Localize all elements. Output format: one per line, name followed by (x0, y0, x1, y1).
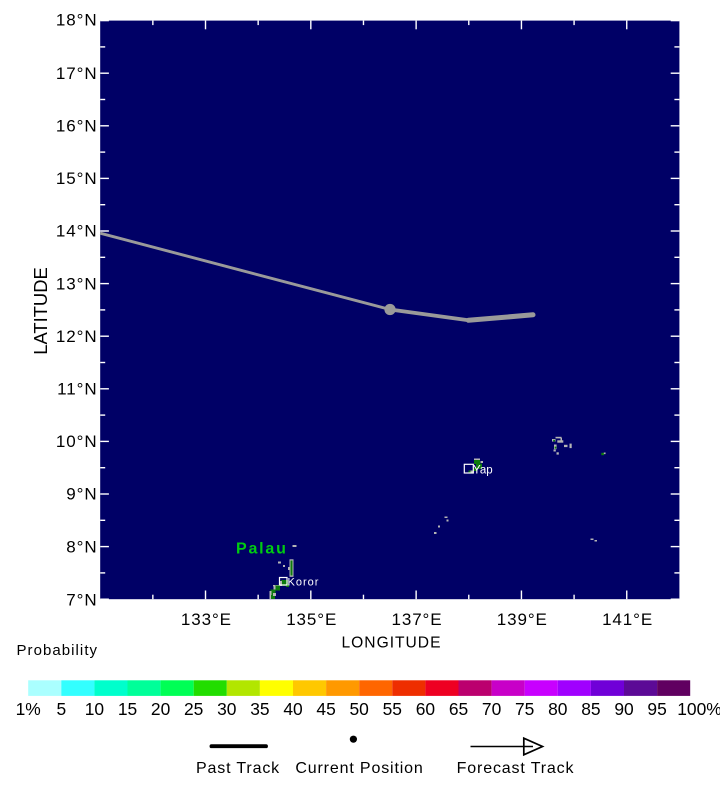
svg-text:17°N: 17°N (56, 64, 98, 83)
svg-text:Yap: Yap (473, 465, 493, 477)
svg-text:7°N: 7°N (66, 590, 97, 609)
svg-text:60: 60 (416, 699, 435, 719)
svg-text:35: 35 (250, 699, 269, 719)
svg-text:70: 70 (482, 699, 501, 719)
svg-text:75: 75 (515, 699, 534, 719)
svg-text:65: 65 (449, 699, 468, 719)
svg-text:135°E: 135°E (286, 610, 337, 629)
svg-text:13°N: 13°N (56, 274, 98, 293)
svg-text:10°N: 10°N (56, 432, 98, 451)
svg-text:50: 50 (350, 699, 369, 719)
svg-text:5: 5 (56, 699, 66, 719)
svg-text:133°E: 133°E (181, 610, 232, 629)
svg-text:18°N: 18°N (56, 11, 98, 30)
svg-text:Palau: Palau (236, 541, 288, 558)
svg-text:16°N: 16°N (56, 117, 98, 136)
svg-text:15: 15 (118, 699, 137, 719)
svg-text:9°N: 9°N (66, 485, 97, 504)
svg-text:90: 90 (614, 699, 633, 719)
svg-text:30: 30 (217, 699, 236, 719)
svg-text:12°N: 12°N (56, 327, 98, 346)
svg-text:10: 10 (85, 699, 104, 719)
svg-text:45: 45 (316, 699, 335, 719)
svg-text:55: 55 (383, 699, 402, 719)
svg-text:1%: 1% (16, 699, 41, 719)
svg-text:95: 95 (647, 699, 666, 719)
svg-text:25: 25 (184, 699, 203, 719)
svg-text:Past Track: Past Track (196, 760, 280, 777)
svg-text:Current Position: Current Position (295, 760, 423, 777)
svg-text:141°E: 141°E (602, 610, 653, 629)
svg-text:20: 20 (151, 699, 170, 719)
svg-text:15°N: 15°N (56, 169, 98, 188)
svg-text:LATITUDE: LATITUDE (30, 267, 51, 355)
svg-text:8°N: 8°N (66, 537, 97, 556)
svg-text:40: 40 (283, 699, 302, 719)
svg-text:Koror: Koror (288, 577, 320, 589)
svg-text:14°N: 14°N (56, 222, 98, 241)
svg-text:137°E: 137°E (391, 610, 442, 629)
svg-text:Probability: Probability (17, 642, 99, 659)
svg-text:139°E: 139°E (497, 610, 548, 629)
svg-text:80: 80 (548, 699, 567, 719)
svg-text:100%: 100% (677, 699, 720, 719)
svg-text:85: 85 (581, 699, 600, 719)
svg-text:11°N: 11°N (57, 380, 97, 399)
svg-text:LONGITUDE: LONGITUDE (342, 635, 442, 652)
svg-text:Forecast Track: Forecast Track (457, 760, 575, 777)
